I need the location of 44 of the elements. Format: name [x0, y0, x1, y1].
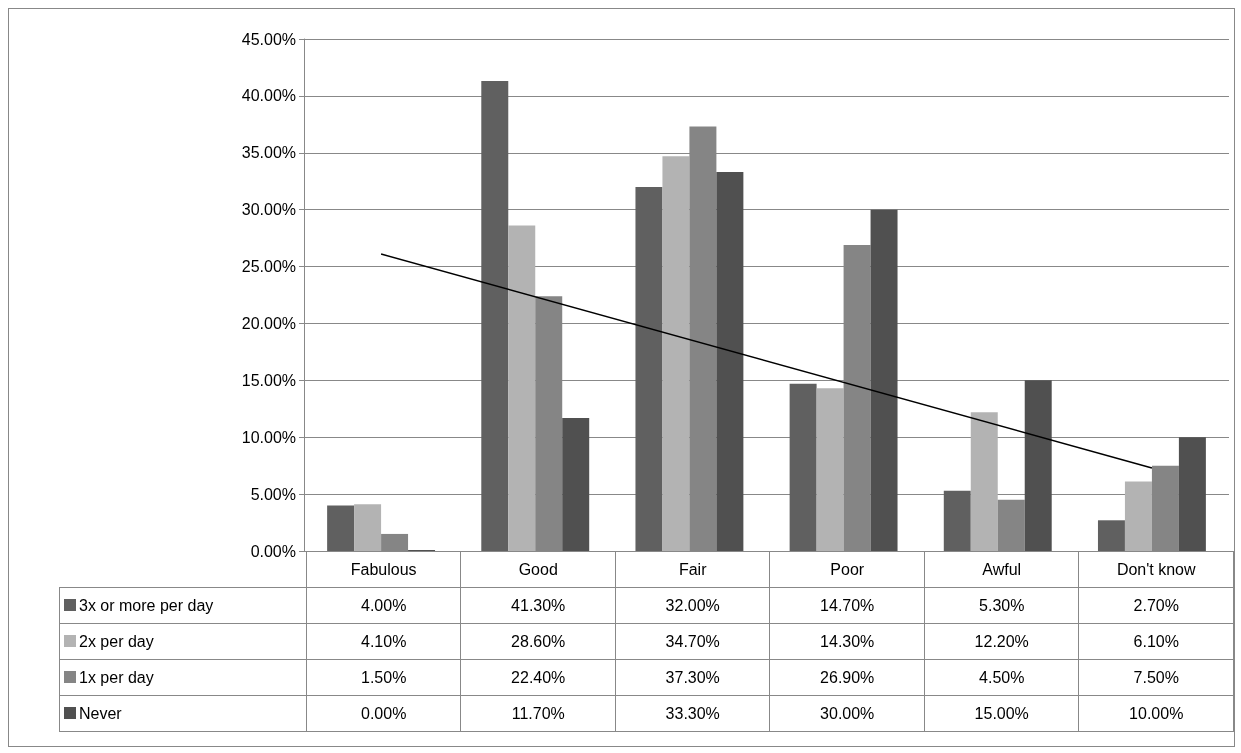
data-label: 0.00% — [306, 695, 461, 732]
data-label: 28.60% — [460, 623, 616, 660]
y-tick-label: 40.00% — [241, 87, 296, 105]
y-tick-label: 35.00% — [241, 144, 296, 162]
data-label: 7.50% — [1078, 659, 1234, 696]
y-tick-label: 20.00% — [241, 314, 296, 332]
x-tick-label: Awful — [924, 551, 1079, 588]
data-label: 4.10% — [306, 623, 461, 660]
y-tick-label: 45.00% — [241, 30, 296, 48]
data-label: 14.30% — [769, 623, 925, 660]
legend-label: 3x or more per day — [59, 587, 307, 624]
y-tick-label: 10.00% — [241, 428, 296, 446]
data-label: 2.70% — [1078, 587, 1234, 624]
data-label: 15.00% — [924, 695, 1079, 732]
data-label: 37.30% — [615, 659, 770, 696]
data-label: 1.50% — [306, 659, 461, 696]
y-tick-label: 15.00% — [241, 371, 296, 389]
x-tick-label: Poor — [769, 551, 925, 588]
data-label: 10.00% — [1078, 695, 1234, 732]
data-label: 4.50% — [924, 659, 1079, 696]
data-label: 14.70% — [769, 587, 925, 624]
y-tick-label: 25.00% — [241, 258, 296, 276]
y-tick-label: 5.00% — [250, 485, 296, 503]
data-label: 41.30% — [460, 587, 616, 624]
x-tick-label: Good — [460, 551, 616, 588]
x-tick-label: Don't know — [1078, 551, 1234, 588]
legend-label: Never — [59, 695, 307, 732]
y-tick-label: 0.00% — [250, 542, 296, 560]
data-label: 30.00% — [769, 695, 925, 732]
data-label: 4.00% — [306, 587, 461, 624]
legend-label: 1x per day — [59, 659, 307, 696]
data-label: 6.10% — [1078, 623, 1234, 660]
y-tick-label: 30.00% — [241, 201, 296, 219]
data-label: 34.70% — [615, 623, 770, 660]
x-tick-label: Fair — [615, 551, 770, 588]
data-label: 33.30% — [615, 695, 770, 732]
data-label: 11.70% — [460, 695, 616, 732]
data-label: 26.90% — [769, 659, 925, 696]
data-label: 12.20% — [924, 623, 1079, 660]
x-tick-label: Fabulous — [306, 551, 461, 588]
legend-label: 2x per day — [59, 623, 307, 660]
data-label: 5.30% — [924, 587, 1079, 624]
data-label: 22.40% — [460, 659, 616, 696]
data-label: 32.00% — [615, 587, 770, 624]
